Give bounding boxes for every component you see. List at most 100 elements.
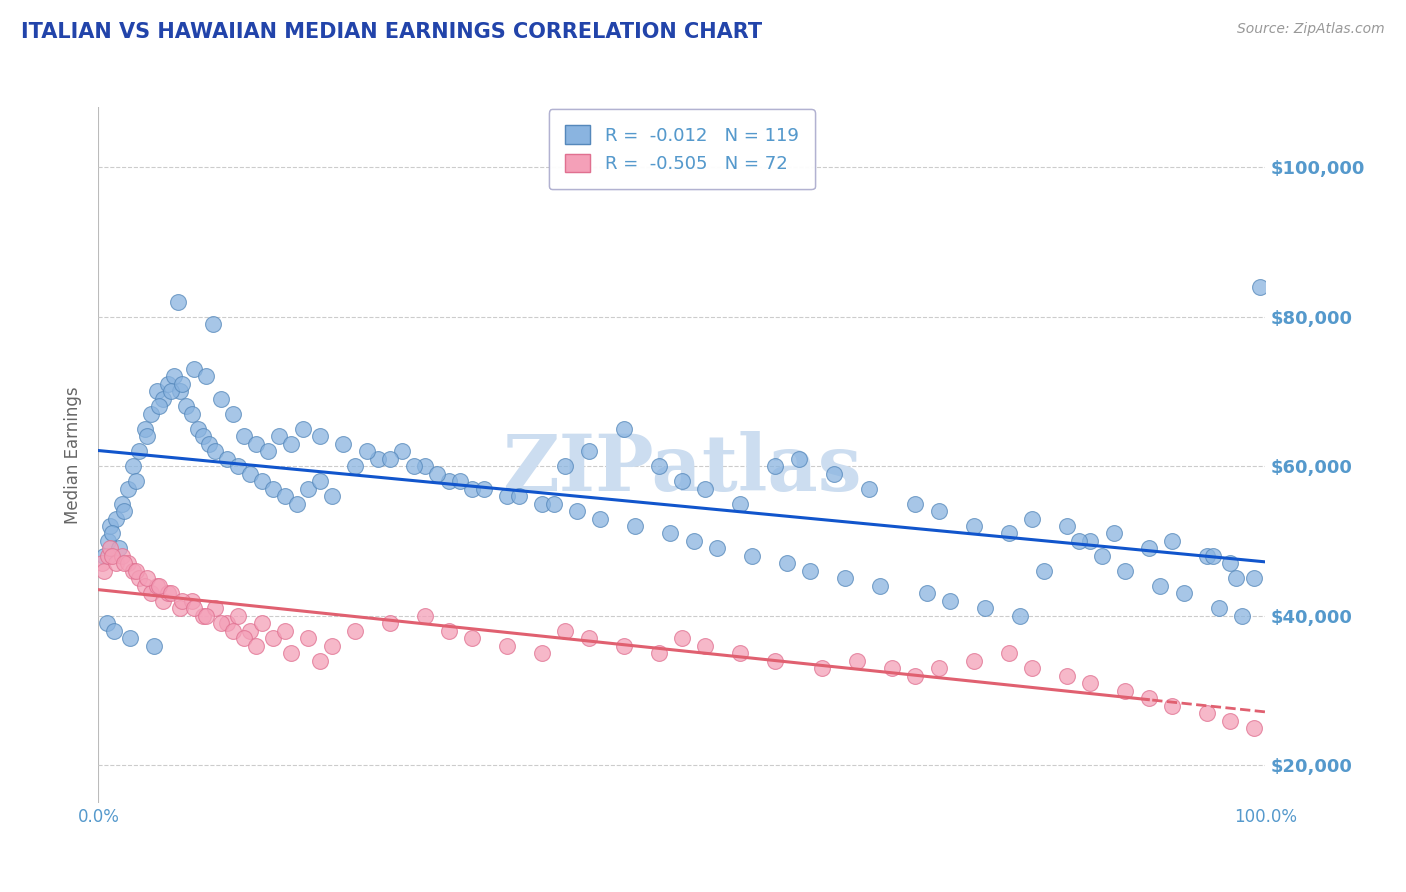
Point	[148, 399, 170, 413]
Text: Source: ZipAtlas.com: Source: ZipAtlas.com	[1237, 22, 1385, 37]
Point	[101, 549, 124, 563]
Point	[380, 616, 402, 631]
Point	[125, 474, 148, 488]
Point	[496, 639, 519, 653]
Point	[180, 407, 202, 421]
Point	[112, 504, 135, 518]
Point	[612, 422, 634, 436]
Point	[152, 594, 174, 608]
Point	[787, 451, 810, 466]
Point	[215, 616, 238, 631]
Point	[274, 489, 297, 503]
Point	[682, 533, 704, 548]
Point	[647, 459, 669, 474]
Point	[245, 639, 267, 653]
Point	[239, 624, 262, 638]
Point	[193, 608, 215, 623]
Point	[183, 601, 205, 615]
Point	[169, 384, 191, 399]
Point	[928, 661, 950, 675]
Point	[624, 519, 647, 533]
Point	[472, 482, 495, 496]
Point	[554, 459, 576, 474]
Point	[1230, 608, 1253, 623]
Point	[101, 526, 124, 541]
Point	[671, 474, 693, 488]
Text: ITALIAN VS HAWAIIAN MEDIAN EARNINGS CORRELATION CHART: ITALIAN VS HAWAIIAN MEDIAN EARNINGS CORR…	[21, 22, 762, 42]
Point	[530, 646, 553, 660]
Point	[880, 661, 903, 675]
Point	[1114, 683, 1136, 698]
Point	[508, 489, 530, 503]
Point	[174, 399, 197, 413]
Point	[437, 624, 460, 638]
Point	[367, 451, 389, 466]
Point	[204, 444, 226, 458]
Point	[136, 571, 159, 585]
Point	[139, 586, 162, 600]
Point	[204, 601, 226, 615]
Point	[449, 474, 471, 488]
Point	[1202, 549, 1225, 563]
Point	[125, 564, 148, 578]
Point	[221, 407, 243, 421]
Point	[280, 646, 302, 660]
Point	[706, 541, 728, 556]
Point	[93, 564, 115, 578]
Point	[1243, 571, 1265, 585]
Point	[1197, 706, 1219, 720]
Point	[193, 429, 215, 443]
Point	[858, 482, 880, 496]
Point	[846, 654, 869, 668]
Point	[763, 654, 786, 668]
Point	[1243, 721, 1265, 735]
Point	[413, 459, 436, 474]
Point	[578, 631, 600, 645]
Point	[461, 631, 484, 645]
Point	[659, 526, 682, 541]
Point	[297, 631, 319, 645]
Point	[834, 571, 856, 585]
Point	[128, 571, 150, 585]
Point	[695, 639, 717, 653]
Point	[332, 436, 354, 450]
Point	[578, 444, 600, 458]
Point	[163, 369, 186, 384]
Point	[262, 631, 284, 645]
Point	[799, 564, 821, 578]
Point	[671, 631, 693, 645]
Point	[148, 579, 170, 593]
Point	[98, 541, 121, 556]
Point	[309, 429, 332, 443]
Point	[1161, 698, 1184, 713]
Point	[776, 557, 799, 571]
Point	[1114, 564, 1136, 578]
Point	[962, 519, 984, 533]
Point	[321, 639, 343, 653]
Point	[974, 601, 997, 615]
Legend: R =  -0.012   N = 119, R =  -0.505   N = 72: R = -0.012 N = 119, R = -0.505 N = 72	[548, 109, 815, 189]
Point	[1137, 691, 1160, 706]
Point	[215, 451, 238, 466]
Point	[763, 459, 786, 474]
Y-axis label: Median Earnings: Median Earnings	[65, 386, 83, 524]
Point	[647, 646, 669, 660]
Point	[134, 422, 156, 436]
Point	[426, 467, 449, 481]
Point	[869, 579, 891, 593]
Point	[221, 624, 243, 638]
Point	[111, 549, 134, 563]
Point	[112, 557, 135, 571]
Point	[250, 474, 273, 488]
Point	[1102, 526, 1125, 541]
Point	[915, 586, 938, 600]
Point	[344, 459, 367, 474]
Point	[103, 624, 125, 638]
Point	[1197, 549, 1219, 563]
Point	[1173, 586, 1195, 600]
Point	[239, 467, 262, 481]
Point	[152, 392, 174, 406]
Point	[274, 624, 297, 638]
Point	[122, 564, 145, 578]
Point	[1225, 571, 1247, 585]
